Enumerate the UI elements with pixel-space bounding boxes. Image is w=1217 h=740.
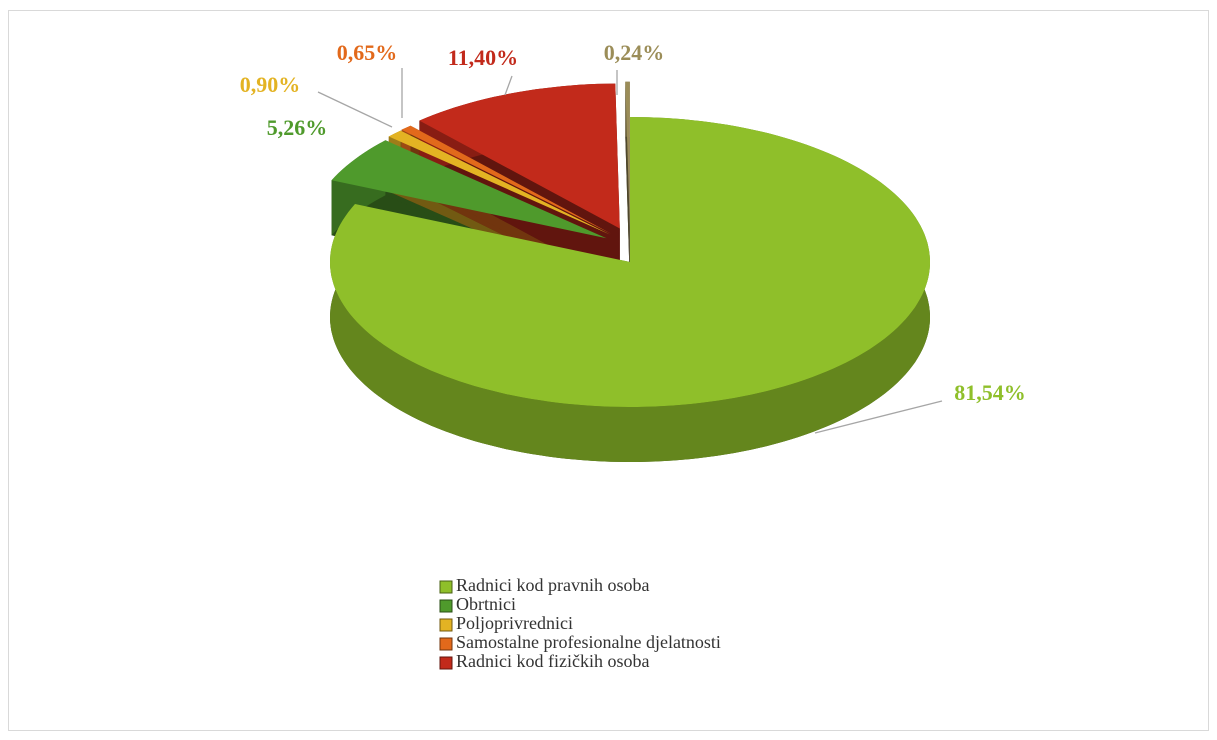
legend-swatch [439, 656, 453, 670]
legend-swatch [439, 618, 453, 632]
legend-label: Poljoprivrednici [456, 613, 573, 633]
legend-swatch [439, 599, 453, 613]
legend-label: Radnici kod pravnih osoba [456, 575, 649, 595]
data-label: 0,90% [240, 72, 301, 97]
pie-slice [419, 83, 620, 229]
legend-label: Samostalne profesionalne djelatnosti [456, 632, 721, 652]
leader-line [317, 91, 393, 128]
data-label: 81,54% [954, 380, 1026, 405]
pie-slice [330, 117, 930, 407]
legend-label: Radnici kod fizičkih osoba [456, 651, 649, 671]
pie-slice [388, 130, 610, 235]
leader-line [504, 75, 513, 96]
legend-label: Obrtnici [456, 594, 516, 614]
pie-slice [401, 125, 611, 234]
legend-swatch [439, 580, 453, 594]
pie-slice [331, 140, 607, 239]
data-label: 0,65% [337, 40, 398, 65]
data-label: 0,24% [604, 40, 665, 65]
legend-swatch [439, 637, 453, 651]
data-label: 5,26% [267, 115, 328, 140]
pie-slice [625, 81, 630, 227]
leader-line [814, 400, 943, 434]
data-label: 11,40% [448, 45, 518, 70]
